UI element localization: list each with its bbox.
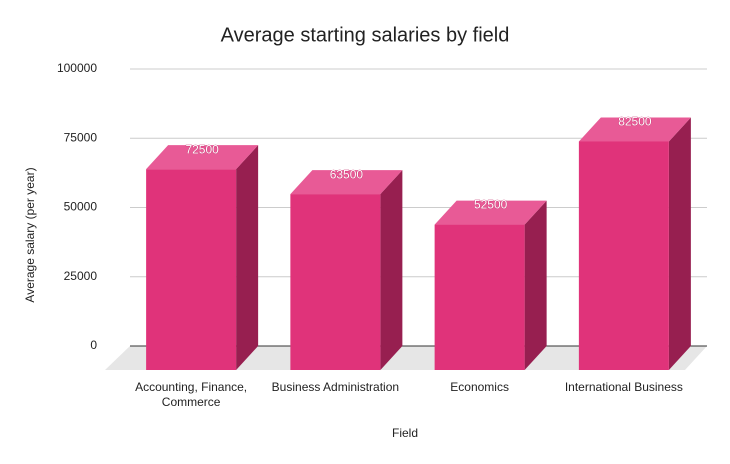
data-label: 63500 [330, 167, 364, 181]
bar [146, 169, 237, 370]
x-tick-label: Business Administration [271, 380, 400, 394]
chart-title: Average starting salaries by field [221, 24, 510, 46]
y-tick-label: 0 [90, 338, 97, 352]
x-tick-label: Economics [450, 380, 509, 394]
y-axis-title: Average salary (per year) [23, 167, 37, 302]
bar [290, 194, 381, 370]
bar-top [290, 170, 403, 195]
bar-top [146, 145, 259, 170]
y-tick-label: 50000 [64, 200, 98, 214]
data-label: 72500 [185, 142, 219, 156]
bar [578, 141, 669, 370]
x-tick-label: International Business [564, 380, 683, 394]
data-label: 82500 [618, 115, 652, 129]
x-axis-title: Field [392, 426, 418, 440]
bar-top [434, 200, 547, 225]
bar-side [236, 145, 259, 370]
bar-side [524, 200, 547, 370]
bar-side [668, 117, 691, 370]
y-tick-label: 25000 [64, 269, 98, 283]
y-tick-label: 100000 [57, 61, 97, 75]
bar-side [380, 170, 403, 370]
x-tick-label: Accounting, Finance, Commerce [135, 380, 248, 409]
bar-top [578, 117, 691, 142]
floor [105, 346, 707, 370]
y-tick-label: 75000 [64, 130, 98, 144]
bar [434, 224, 525, 370]
data-label: 52500 [474, 198, 508, 212]
